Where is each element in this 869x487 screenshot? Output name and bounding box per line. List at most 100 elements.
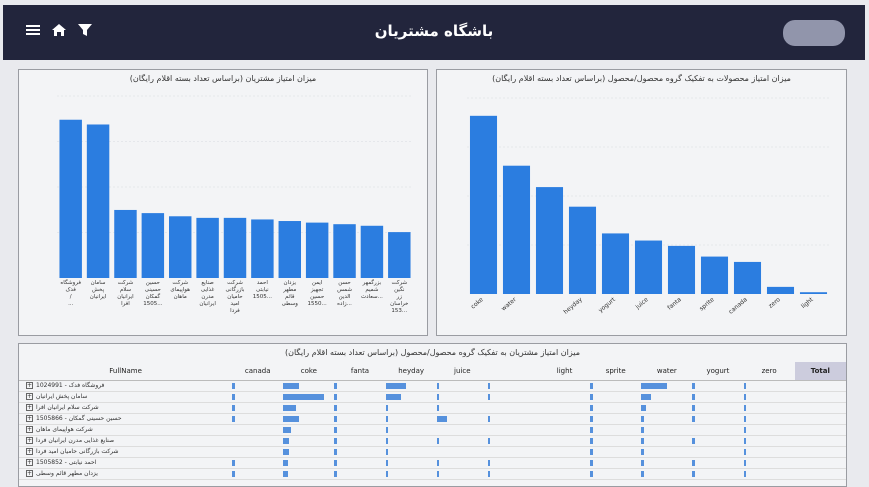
table-cell xyxy=(436,391,488,403)
table-row[interactable]: + صنایع غذایی مدرن ایرانیان فردا xyxy=(19,435,846,447)
bar-حسن-شمس-الدین-زاده...[interactable] xyxy=(333,224,356,278)
table-row[interactable]: + شرکت هواپیمای ماهان xyxy=(19,424,846,436)
expand-icon[interactable]: + xyxy=(26,382,33,389)
column-header-blurred[interactable] xyxy=(487,362,539,381)
column-header-coke[interactable]: coke xyxy=(283,362,335,381)
expand-icon[interactable]: + xyxy=(26,470,33,477)
table-cell xyxy=(487,457,539,469)
bar-صنایع-غذایی-مدرن-ایرانیان[interactable] xyxy=(196,217,219,278)
table-cell xyxy=(283,391,335,403)
bar-juice[interactable] xyxy=(634,240,663,294)
data-bar xyxy=(334,448,337,455)
column-header-sprite[interactable]: sprite xyxy=(590,362,642,381)
data-bar xyxy=(232,415,235,422)
table-cell xyxy=(641,413,693,425)
table-row[interactable]: + سامان پخش ایرانیان xyxy=(19,391,846,403)
table-cell xyxy=(794,424,846,436)
column-header-water[interactable]: water xyxy=(641,362,693,381)
table-cell xyxy=(385,424,437,436)
bar-حسین-حسینی-گمکان-1505...[interactable] xyxy=(141,213,165,278)
bar-water[interactable] xyxy=(502,165,531,294)
table-cell xyxy=(641,468,693,480)
bar-item-2[interactable] xyxy=(535,187,564,294)
expand-icon[interactable]: + xyxy=(26,404,33,411)
column-header-total[interactable]: Total xyxy=(794,362,846,381)
bar-بزرگمهر-شمیم-سعادت...[interactable] xyxy=(360,225,384,278)
filter-icon[interactable] xyxy=(77,22,93,38)
table-cell xyxy=(743,424,795,436)
bar-heyday[interactable] xyxy=(568,206,597,294)
column-header-heyday[interactable]: heyday xyxy=(385,362,437,381)
table-cell xyxy=(538,402,591,414)
table-cell xyxy=(232,435,284,447)
product-score-panel: میزان امتیاز محصولات به تفکیک گروه محصول… xyxy=(436,69,847,336)
table-row[interactable]: + حسین حسینی گمکان - 1505866 xyxy=(19,413,846,425)
expand-icon[interactable]: + xyxy=(26,415,33,422)
data-bar xyxy=(436,459,440,466)
home-icon[interactable] xyxy=(51,22,67,38)
table-cell xyxy=(232,380,284,392)
column-header-canada[interactable]: canada xyxy=(232,362,284,381)
bar-canada[interactable] xyxy=(733,261,762,294)
column-header-zero[interactable]: zero xyxy=(743,362,795,381)
expand-icon[interactable]: + xyxy=(26,393,33,400)
table-row[interactable]: + احمد نیابتی - 1505852 xyxy=(19,457,846,469)
column-header-yogurt[interactable]: yogurt xyxy=(692,362,744,381)
bar-light[interactable] xyxy=(799,292,828,294)
table-cell xyxy=(283,380,335,392)
data-bar xyxy=(641,415,644,422)
expand-icon[interactable]: + xyxy=(26,459,33,466)
bar-فروشگاه-فدک-/-...[interactable] xyxy=(59,119,82,278)
row-name: صنایع غذایی مدرن ایرانیان فردا xyxy=(36,437,115,444)
bar-coke[interactable] xyxy=(469,115,498,295)
table-cell xyxy=(794,457,846,469)
bar-ایمن-تجهیز-حسین-1550...[interactable] xyxy=(305,222,329,278)
x-tick-label: yogurt xyxy=(597,296,617,314)
bar-شرکت-بازرگانی-حامیان-امید-فردا[interactable] xyxy=(223,217,247,278)
table-cell xyxy=(590,468,642,480)
bar-شرکت-نگین-زر-خراسان-153...[interactable] xyxy=(388,232,411,278)
table-cell xyxy=(641,457,693,469)
data-bar xyxy=(232,459,235,466)
table-row[interactable]: + شرکت بازرگانی حامیان امید فردا xyxy=(19,446,846,458)
table-cell xyxy=(590,424,642,436)
menu-icon[interactable] xyxy=(25,22,41,38)
bar-شرکت-سلام-ایرانیان-افرا[interactable] xyxy=(114,209,137,278)
table-cell xyxy=(487,413,539,425)
table-cell xyxy=(692,446,744,458)
table-row[interactable]: + فروشگاه فدک - 1024991 xyxy=(19,380,846,392)
bar-احمد-نیابتی-1505...[interactable] xyxy=(251,219,274,278)
data-bar xyxy=(641,393,652,400)
table-cell xyxy=(590,446,642,458)
expand-icon[interactable]: + xyxy=(26,426,33,433)
bar-sprite[interactable] xyxy=(700,256,729,294)
row-label: + سامان پخش ایرانیان xyxy=(19,391,233,403)
table-cell xyxy=(436,468,488,480)
table-cell xyxy=(385,380,437,392)
data-bar xyxy=(487,470,491,477)
column-header-fanta[interactable]: fanta xyxy=(334,362,386,381)
data-bar xyxy=(232,404,235,411)
bar-یزدان-مطهر-قائم-وسطی[interactable] xyxy=(278,221,301,278)
bar-شرکت-هواپیمای-ماهان[interactable] xyxy=(169,216,192,278)
column-header-juice[interactable]: juice xyxy=(436,362,488,381)
table-row[interactable]: + یزدان مطهر قائم وسطی xyxy=(19,468,846,480)
bar-zero[interactable] xyxy=(766,286,795,294)
expand-icon[interactable]: + xyxy=(26,437,33,444)
data-bar xyxy=(692,382,695,389)
row-label: + شرکت سلام ایرانیان افرا xyxy=(19,402,233,414)
expand-icon[interactable]: + xyxy=(26,448,33,455)
bar-yogurt[interactable] xyxy=(601,233,630,294)
table-row[interactable]: + شرکت سلام ایرانیان افرا xyxy=(19,402,846,414)
data-bar xyxy=(283,382,299,389)
data-bar xyxy=(487,393,491,400)
data-bar xyxy=(743,382,747,389)
matrix-table-wrap[interactable]: FullName canada coke fanta heyday juice light s… xyxy=(19,362,846,486)
customer-score-chart: فروشگاه فدک / ... سامان پخش ایرانیان شرکت سلام ای… xyxy=(57,95,413,314)
bar-سامان-پخش-ایرانیان[interactable] xyxy=(86,124,110,278)
data-bar xyxy=(334,470,337,477)
table-cell xyxy=(538,413,591,425)
column-header-light[interactable]: light xyxy=(538,362,591,381)
bar-fanta[interactable] xyxy=(667,245,696,294)
column-header-fullname[interactable]: FullName xyxy=(19,362,233,381)
